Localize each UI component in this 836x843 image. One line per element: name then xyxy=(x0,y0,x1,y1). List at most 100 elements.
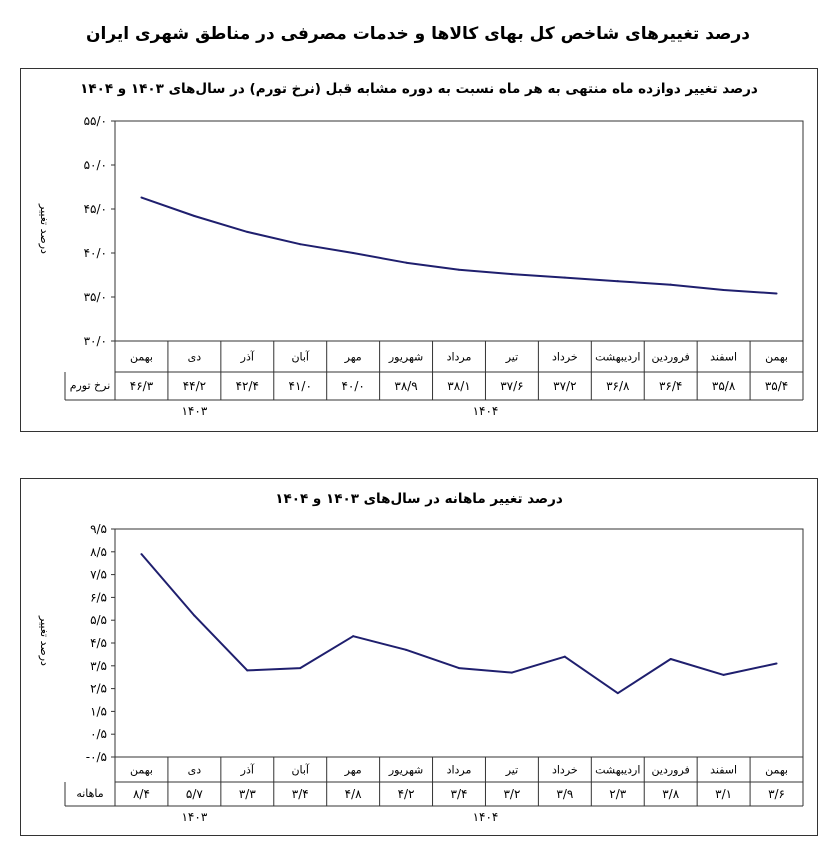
x-tick-label: بهمن xyxy=(130,764,153,777)
year-label: ۱۴۰۳ xyxy=(181,810,207,824)
data-point xyxy=(669,657,672,660)
data-label: ۳/۳ xyxy=(239,787,256,801)
y-tick-label: ۳/۵ xyxy=(90,659,107,673)
x-tick-label: تیر xyxy=(505,351,518,364)
data-label: ۳۷/۶ xyxy=(500,379,523,393)
data-label: ۳۶/۴ xyxy=(659,379,682,393)
monthly-change-chart: -۰/۵ ۰/۵ ۱/۵ ۲/۵ ۳/۵ ۴/۵ ۵/۵ ۶/۵ ۷/۵ ۸/۵ ۹/۵ درصد ت… xyxy=(38,522,804,824)
data-point xyxy=(669,283,672,286)
data-label: ۳/۹ xyxy=(556,787,573,801)
series-line xyxy=(141,196,777,295)
y-tick-label: ۳۵/۰ xyxy=(84,290,107,304)
x-tick-label: مرداد xyxy=(447,764,472,777)
chart-title: درصد تغییر ماهانه در سال‌های ۱۴۰۳ و ۱۴۰۴ xyxy=(275,491,563,507)
x-tick-label: فروردین xyxy=(652,764,690,777)
data-label: ۳/۸ xyxy=(662,787,679,801)
year-label: ۱۴۰۴ xyxy=(473,810,499,824)
x-tick-label: بهمن xyxy=(765,764,788,777)
data-point xyxy=(140,553,143,556)
plot-area xyxy=(114,120,804,342)
data-point xyxy=(722,673,725,676)
data-label: ۴/۸ xyxy=(345,787,362,801)
data-point xyxy=(299,667,302,670)
data-point xyxy=(246,669,249,672)
data-point xyxy=(775,662,778,665)
annual-inflation-chart: ۳۰/۰ ۳۵/۰ ۴۰/۰ ۴۵/۰ ۵۰/۰ ۵۵/۰ درصد تغییر بهمن اس… xyxy=(38,114,804,418)
data-label: ۳/۱ xyxy=(715,787,732,801)
x-tick-label: اسفند xyxy=(710,351,737,364)
data-label: ۴/۲ xyxy=(398,787,415,801)
y-axis-label: درصد تغییر xyxy=(38,615,51,666)
x-tick-label: تیر xyxy=(505,764,518,777)
data-label: ۴۲/۴ xyxy=(236,379,259,393)
data-label: ۳۷/۲ xyxy=(553,379,576,393)
y-tick-label: ۵/۵ xyxy=(90,613,107,627)
data-label: ۳۵/۴ xyxy=(765,379,788,393)
y-axis-label: درصد تغییر xyxy=(38,203,51,254)
data-label: ۵/۷ xyxy=(186,787,203,801)
y-tick-label: ۳۰/۰ xyxy=(84,334,107,348)
data-point xyxy=(616,692,619,695)
series-line xyxy=(140,553,777,695)
y-tick-label: ۹/۵ xyxy=(90,522,107,536)
x-tick-label: بهمن xyxy=(765,351,788,364)
monthly-change-chart-panel: درصد تغییر ماهانه در سال‌های ۱۴۰۳ و ۱۴۰۴… xyxy=(20,478,818,836)
data-label: ۲/۳ xyxy=(609,787,626,801)
y-tick-label: ۵۰/۰ xyxy=(84,158,107,172)
data-label: ۳/۲ xyxy=(503,787,520,801)
data-point xyxy=(616,280,619,283)
data-label: ۳/۴ xyxy=(451,787,468,801)
data-point xyxy=(352,252,355,254)
x-tick-label: آذر xyxy=(240,350,255,364)
y-tick-label: ۴/۵ xyxy=(90,636,107,650)
page-title: درصد تغییرهای شاخص کل بهای کالاها و خدما… xyxy=(86,24,750,44)
x-tick-label: دی xyxy=(188,764,202,777)
year-label: ۱۴۰۳ xyxy=(181,404,207,418)
data-point xyxy=(458,268,460,271)
x-tick-label: اردیبهشت xyxy=(595,351,640,364)
data-label: ۴۴/۲ xyxy=(183,379,206,393)
data-point xyxy=(722,288,725,291)
data-point xyxy=(246,230,249,233)
annual-inflation-chart-panel: درصد تغییر دوازده ماه منتهی به هر ماه نس… xyxy=(20,68,818,432)
x-tick-label: اسفند xyxy=(710,764,737,777)
data-label: ۸/۴ xyxy=(133,787,150,801)
x-tick-label: مرداد xyxy=(447,351,472,364)
y-tick-label: ۰/۵ xyxy=(90,727,107,741)
data-point xyxy=(193,614,196,617)
x-tick-label: خرداد xyxy=(552,351,578,364)
data-label: ۳۵/۸ xyxy=(712,379,736,393)
plot-area xyxy=(114,528,804,758)
x-tick-label: دی xyxy=(188,351,202,364)
y-tick-label: ۲/۵ xyxy=(90,682,107,696)
data-point xyxy=(405,261,408,264)
series-name: ماهانه xyxy=(76,787,103,800)
data-label: ۴۱/۰ xyxy=(289,379,312,393)
x-tick-label: فروردین xyxy=(652,351,690,364)
y-tick-label: ۴۵/۰ xyxy=(84,202,107,216)
data-point xyxy=(563,276,566,279)
data-label: ۴۰/۰ xyxy=(341,379,364,393)
x-tick-label: شهریور xyxy=(388,351,423,364)
data-point xyxy=(510,273,513,276)
y-tick-label: ۵۵/۰ xyxy=(84,114,107,128)
x-tick-label: آبان xyxy=(291,763,309,777)
data-point xyxy=(775,292,778,295)
data-label: ۴۶/۳ xyxy=(130,379,154,393)
data-label: ۳/۶ xyxy=(768,787,785,801)
chart-title: درصد تغییر دوازده ماه منتهی به هر ماه نس… xyxy=(80,81,758,97)
data-point xyxy=(352,635,355,638)
data-point xyxy=(405,648,408,651)
data-label: ۳۶/۸ xyxy=(606,379,630,393)
data-label: ۳۸/۱ xyxy=(447,379,470,393)
x-tick-label: آبان xyxy=(291,350,309,364)
x-tick-label: اردیبهشت xyxy=(595,764,640,777)
series-name: نرخ تورم xyxy=(70,379,111,392)
data-label: ۳/۴ xyxy=(292,787,309,801)
data-point xyxy=(299,243,302,246)
y-tick-label: ۸/۵ xyxy=(90,545,107,559)
year-label: ۱۴۰۴ xyxy=(473,404,499,418)
data-point xyxy=(510,671,513,674)
x-tick-label: مهر xyxy=(344,351,362,364)
x-tick-label: شهریور xyxy=(388,764,423,777)
